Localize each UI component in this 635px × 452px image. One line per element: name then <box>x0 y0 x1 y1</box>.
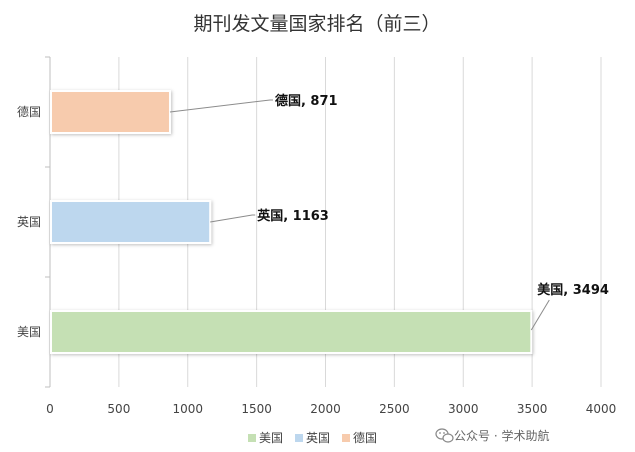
wechat-icon <box>435 428 454 443</box>
data-label: 德国, 871 <box>275 93 338 109</box>
leader-line <box>530 299 550 331</box>
x-tick-label: 1000 <box>172 402 203 416</box>
y-category-label: 英国 <box>17 215 41 229</box>
gridlines <box>118 57 602 387</box>
watermark-text: 公众号 · 学术助航 <box>454 428 549 443</box>
legend-label: 英国 <box>306 431 330 445</box>
bars <box>50 90 533 354</box>
x-tick-label: 0 <box>46 402 54 416</box>
x-tick-label: 3000 <box>448 402 479 416</box>
chart-title: 期刊发文量国家排名（前三） <box>193 13 440 35</box>
x-tick-label: 4000 <box>586 402 617 416</box>
watermark: 公众号 · 学术助航 <box>435 428 549 443</box>
x-tick-label: 2000 <box>310 402 341 416</box>
legend-item: 德国 <box>342 430 377 445</box>
data-labels: 德国, 871 英国, 1163 美国, 3494 <box>169 93 609 331</box>
x-tick-label: 3500 <box>517 402 548 416</box>
legend-swatch <box>342 434 350 442</box>
leader-line <box>210 214 256 223</box>
legend: 美国 英国 德国 <box>248 430 377 445</box>
bar <box>50 310 533 354</box>
data-label: 美国, 3494 <box>537 282 609 298</box>
legend-item: 美国 <box>248 431 283 445</box>
x-tick-label: 2500 <box>379 402 410 416</box>
legend-label: 德国 <box>353 430 377 445</box>
y-category-label: 美国 <box>17 325 41 339</box>
bar <box>50 90 171 134</box>
legend-item: 英国 <box>295 431 330 445</box>
legend-swatch <box>248 434 256 442</box>
legend-label: 美国 <box>259 431 283 445</box>
legend-swatch <box>295 434 303 442</box>
y-category-label: 德国 <box>17 104 41 119</box>
x-tick-label: 1500 <box>241 402 272 416</box>
data-label: 英国, 1163 <box>256 208 329 224</box>
bar <box>50 200 212 244</box>
leader-line <box>169 99 273 113</box>
x-tick-label: 500 <box>107 402 130 416</box>
